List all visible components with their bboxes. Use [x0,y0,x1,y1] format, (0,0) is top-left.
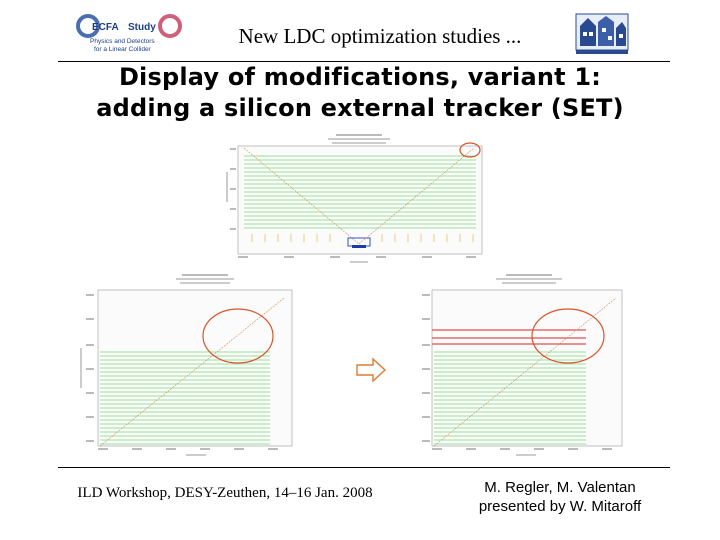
bottom-left-ticks [80,294,278,456]
slide-title-line1: Display of modifications, variant 1: [118,63,602,91]
bottom-right-detector-layers [434,351,586,445]
svg-text:ECFA: ECFA [92,22,119,33]
bottom-left-detector-plot [78,268,294,460]
top-plot-track-left [243,147,360,245]
bottom-left-highlight-circle [202,308,274,364]
institute-logo [575,13,629,54]
top-plot-detector-layers [244,155,476,242]
bottom-left-header-text [176,274,234,284]
bottom-right-track [433,297,617,447]
header-divider [58,61,670,62]
bottom-left-track [99,297,285,447]
footer-authors-line2: presented by W. Mitaroff [478,498,642,515]
svg-text:Physics and Detectors: Physics and Detectors [90,38,155,45]
top-plot-vertex-region [347,237,371,248]
slide-title-line2: adding a silicon external tracker (SET) [96,94,624,122]
footer-authors-line1: M. Regler, M. Valentan [484,479,636,496]
header-title: New LDC optimization studies ... [238,24,522,48]
bottom-right-set-layers [432,329,586,345]
footer-event: ILD Workshop, DESY-Zeuthen, 14–16 Jan. 2… [77,485,373,501]
ecfa-study-logo: ECFA Study Physics and Detectors for a L… [76,14,182,53]
top-plot-header-text [328,134,390,144]
svg-text:Study: Study [128,22,156,33]
slide-title: Display of modifications, variant 1: add… [20,62,700,124]
bottom-right-header-text [496,274,562,284]
top-plot-highlight-circle [459,142,481,158]
footer-authors: M. Regler, M. Valentan presented by W. M… [430,478,690,516]
bottom-right-detector-plot [420,268,636,460]
top-plot-ticks [226,148,476,263]
bottom-left-detector-layers [100,351,270,445]
top-plot-track-right [358,147,475,245]
top-detector-plot [224,132,488,268]
bottom-right-highlight-circle [531,308,605,364]
bottom-right-ticks [422,294,612,456]
svg-text:for a Linear Collider: for a Linear Collider [94,46,152,53]
footer-divider [58,467,670,468]
right-arrow-icon [356,358,386,382]
